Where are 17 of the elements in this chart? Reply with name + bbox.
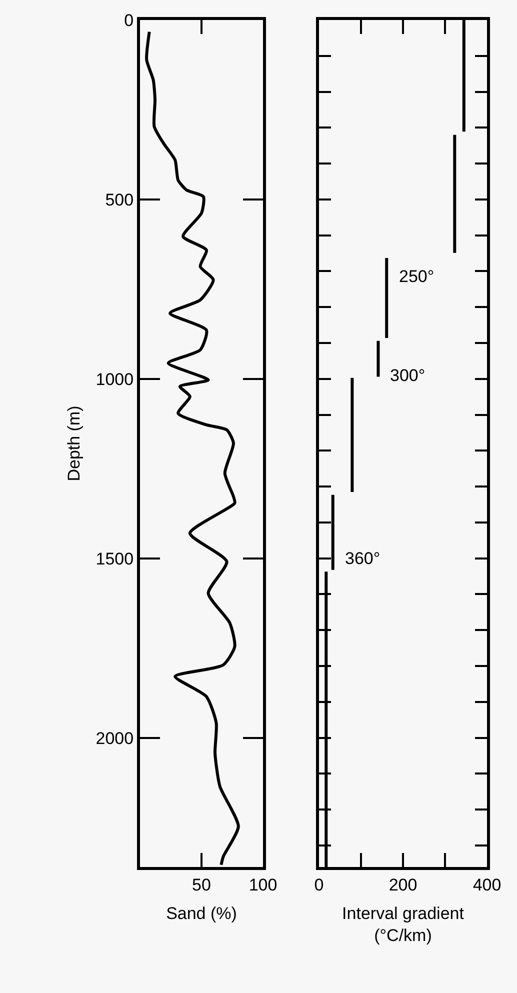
y-tick-label: 500 [105,190,134,210]
y-tick-label: 1500 [96,549,134,568]
annotation: 300° [390,366,426,385]
x-tick-label: 50 [192,875,211,894]
y-tick-label: 0 [124,10,134,30]
x-axis-title: Interval gradient (°C/km) [342,904,464,945]
x-axis-title: Sand (%) [166,904,237,923]
annotation: 360° [345,549,380,568]
x-tick-label: 200 [388,875,418,894]
line-series [145,30,240,866]
y-axis-title: Depth (m) [64,406,84,482]
x-tick-label: 0 [314,875,324,894]
annotation: 250° [399,267,434,286]
y-tick-label: 1000 [96,370,134,389]
x-tick-label: 400 [472,875,502,894]
y-tick-label: 2000 [96,728,134,748]
x-tick-label: 100 [248,875,278,894]
